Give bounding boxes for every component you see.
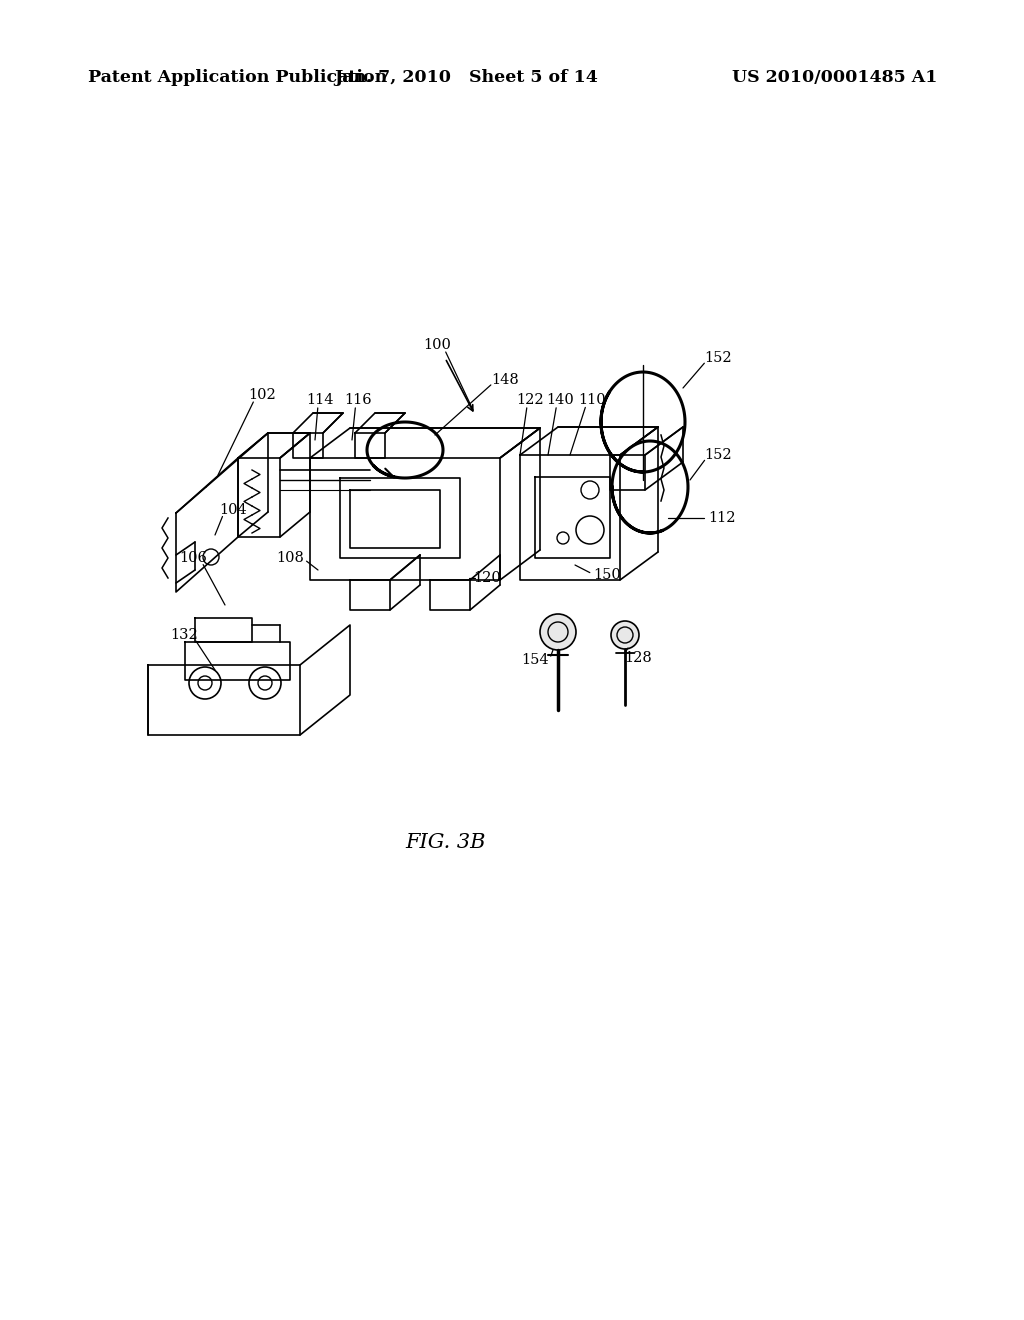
Text: 114: 114 <box>306 393 334 407</box>
Text: 148: 148 <box>492 374 519 387</box>
Text: 132: 132 <box>170 628 198 642</box>
Text: 140: 140 <box>546 393 573 407</box>
Text: FIG. 3B: FIG. 3B <box>406 833 485 851</box>
Text: 152: 152 <box>705 447 732 462</box>
Text: Jan. 7, 2010   Sheet 5 of 14: Jan. 7, 2010 Sheet 5 of 14 <box>334 70 598 86</box>
Text: US 2010/0001485 A1: US 2010/0001485 A1 <box>731 70 937 86</box>
Text: 102: 102 <box>248 388 275 403</box>
Text: 128: 128 <box>624 651 652 665</box>
Text: 110: 110 <box>579 393 606 407</box>
Circle shape <box>540 614 575 649</box>
Text: 122: 122 <box>516 393 544 407</box>
Circle shape <box>611 620 639 649</box>
Text: 100: 100 <box>423 338 451 352</box>
Text: 106: 106 <box>179 550 207 565</box>
Text: 120: 120 <box>473 572 501 585</box>
Text: 150: 150 <box>593 568 621 582</box>
Text: 108: 108 <box>276 550 304 565</box>
Text: 154: 154 <box>521 653 549 667</box>
Text: 116: 116 <box>344 393 372 407</box>
Text: 112: 112 <box>709 511 736 525</box>
Text: 152: 152 <box>705 351 732 366</box>
Text: Patent Application Publication: Patent Application Publication <box>88 70 387 86</box>
Text: 104: 104 <box>219 503 247 517</box>
